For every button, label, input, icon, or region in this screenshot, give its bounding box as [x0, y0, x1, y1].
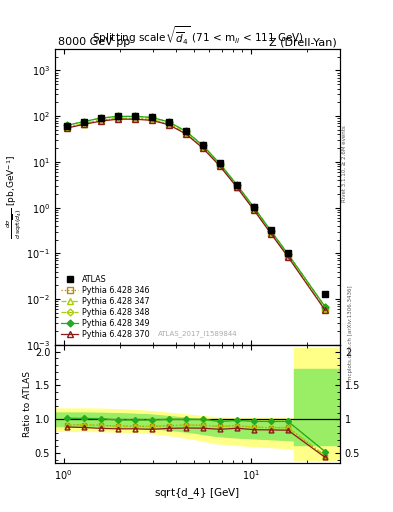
- Y-axis label: $\frac{d\sigma}{d\,\mathrm{sqrt}(\overline{d}_4)}$ [pb,GeV$^{-1}$]: $\frac{d\sigma}{d\,\mathrm{sqrt}(\overli…: [4, 155, 24, 239]
- Title: Splitting scale$\sqrt{\overline{d}_4}$ (71 < m$_{ll}$ < 111 GeV): Splitting scale$\sqrt{\overline{d}_4}$ (…: [92, 25, 303, 47]
- X-axis label: $\mathrm{sqrt\{d\_4\}}$ [GeV]: $\mathrm{sqrt\{d\_4\}}$ [GeV]: [154, 486, 241, 501]
- Text: Rivet 3.1.10, ≥ 2.6M events: Rivet 3.1.10, ≥ 2.6M events: [342, 125, 346, 202]
- Y-axis label: Ratio to ATLAS: Ratio to ATLAS: [23, 371, 32, 437]
- Legend: ATLAS, Pythia 6.428 346, Pythia 6.428 347, Pythia 6.428 348, Pythia 6.428 349, P: ATLAS, Pythia 6.428 346, Pythia 6.428 34…: [59, 273, 151, 341]
- Text: Z (Drell-Yan): Z (Drell-Yan): [269, 37, 337, 47]
- Text: mcplots.cern.ch [arXiv:1306.3436]: mcplots.cern.ch [arXiv:1306.3436]: [349, 285, 353, 380]
- Text: 8000 GeV pp: 8000 GeV pp: [58, 37, 130, 47]
- Text: ATLAS_2017_I1589844: ATLAS_2017_I1589844: [158, 331, 237, 337]
